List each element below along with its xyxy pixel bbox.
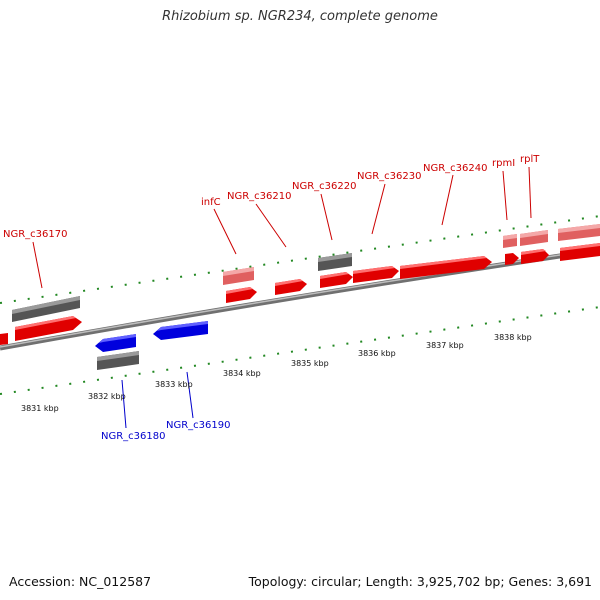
kbp-label: 3834 kbp [223, 369, 261, 378]
gene-label: rpmI [492, 158, 515, 169]
gene-block-infc [223, 267, 254, 285]
cds-arrow-ngr-c36190 [153, 321, 208, 340]
topology-summary: Topology: circular; Length: 3,925,702 bp… [248, 574, 592, 589]
gene-label: NGR_c36220 [292, 181, 357, 192]
gene-block-ngr-c36170 [12, 296, 80, 322]
accession-text: Accession: NC_012587 [9, 574, 152, 589]
gene-block-rpmi [503, 234, 517, 248]
gene-block-rplt [520, 230, 548, 246]
gene-label: NGR_c36170 [3, 229, 68, 240]
kbp-label: 3831 kbp [21, 404, 59, 413]
gene-block-ngr-c36180 [97, 351, 139, 370]
gene-label: NGR_c36240 [423, 163, 488, 174]
gene-label: NGR_c36180 [101, 431, 166, 442]
cds-arrow-ngr-c36230 [353, 266, 399, 283]
kbp-label: 3835 kbp [291, 359, 329, 368]
gene-label: rplT [520, 154, 540, 165]
gene-block-right [558, 224, 600, 241]
kbp-label: 3832 kbp [88, 392, 126, 401]
kbp-label: 3838 kbp [494, 333, 532, 342]
kbp-label: 3836 kbp [358, 349, 396, 358]
reverse-gene-labels: NGR_c36180 NGR_c36190 [101, 420, 231, 442]
map-title: Rhizobium sp. NGR234, complete genome [162, 9, 438, 24]
cds-arrow-rpmi [505, 253, 519, 265]
kbp-label: 3833 kbp [155, 380, 193, 389]
cds-arrow-ngr-c36180 [95, 334, 136, 352]
outer-tick-ring [0, 215, 600, 304]
gene-label: infC [201, 197, 221, 208]
kbp-labels: 3831 kbp 3832 kbp 3833 kbp 3834 kbp 3835… [21, 333, 532, 413]
cds-arrow-ngr-c36210 [275, 279, 307, 295]
inner-tick-ring [0, 306, 600, 395]
kbp-label: 3837 kbp [426, 341, 464, 350]
cds-arrow-ngr-c36170 [15, 316, 82, 341]
cds-arrow-infc [226, 287, 257, 303]
gene-block-ngr-c36220 [318, 253, 352, 271]
cds-arrow-rplt [521, 249, 549, 264]
gene-label: NGR_c36230 [357, 171, 422, 182]
cds-arrow-left-edge [0, 333, 8, 345]
gene-label: NGR_c36190 [166, 420, 231, 431]
gene-label: NGR_c36210 [227, 191, 292, 202]
forward-gene-labels: NGR_c36170 infC NGR_c36210 NGR_c36220 NG… [3, 154, 540, 240]
cds-arrow-right [560, 243, 600, 261]
cds-arrow-ngr-c36240 [400, 256, 492, 279]
forward-label-leaders [32, 166, 532, 289]
cds-arrow-ngr-c36220 [320, 272, 353, 288]
reverse-label-leaders [121, 371, 194, 429]
